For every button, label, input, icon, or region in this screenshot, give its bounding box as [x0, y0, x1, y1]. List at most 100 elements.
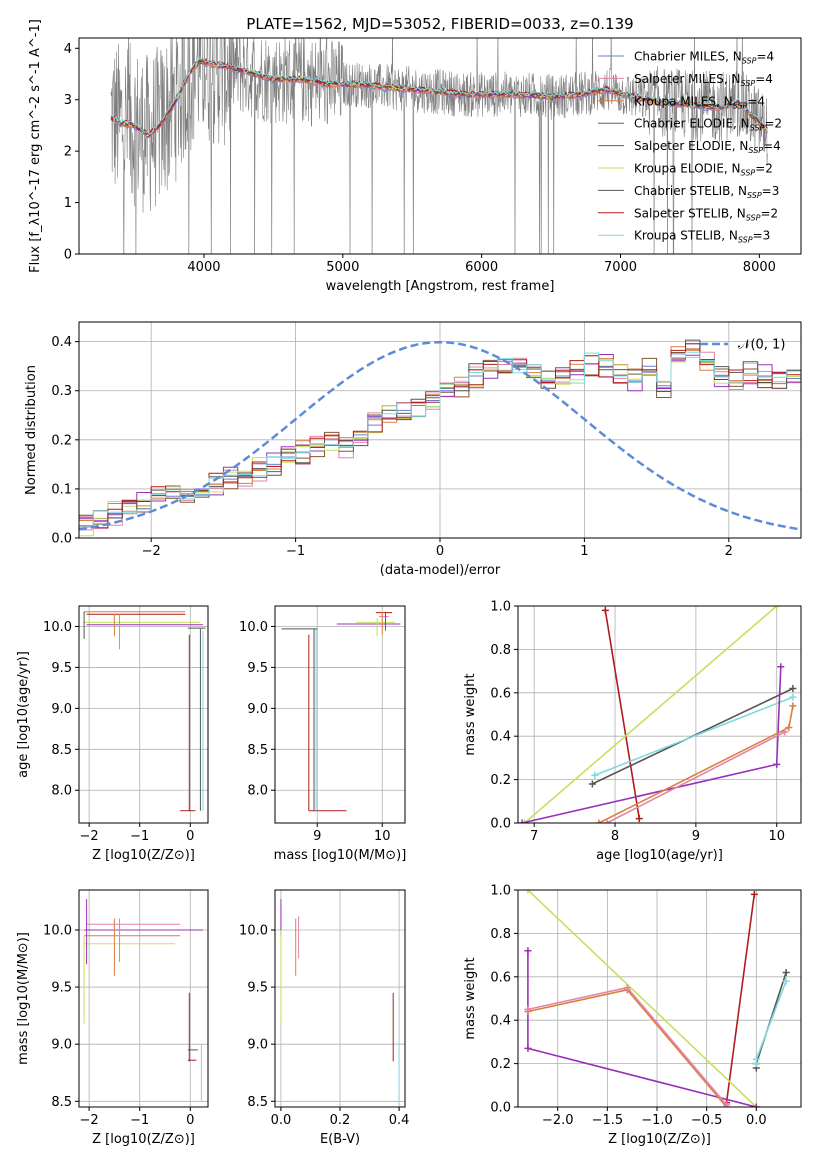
x-tick-label: 5000 — [326, 260, 359, 275]
y-tick-label: 0.6 — [490, 686, 511, 701]
legend-label: 𝒩(0, 1) — [738, 338, 785, 353]
x-tick-label: 0 — [186, 829, 194, 844]
legend: 𝒩(0, 1) — [700, 338, 785, 353]
y-tick-label: 0.2 — [490, 773, 511, 788]
y-tick-label: 9.5 — [51, 981, 72, 996]
y-tick-label: 8.5 — [247, 743, 268, 758]
marker-kroupa-elodie — [520, 819, 528, 823]
marker-salpeter-stelib — [601, 606, 609, 614]
marker-kroupa-stelib — [591, 771, 599, 779]
marker-chabrier-stelib — [782, 968, 790, 976]
x-axis-label: E(B-V) — [320, 1132, 360, 1147]
x-tick-label: 0.0 — [271, 1113, 292, 1128]
x-tick-label: −1.5 — [592, 1113, 624, 1128]
x-tick-label: −2 — [80, 1113, 99, 1128]
axes-frame — [78, 321, 802, 539]
legend-label: Chabrier STELIB, NSSP=3 — [634, 184, 779, 200]
gridlines — [79, 322, 801, 539]
marker-kroupa-stelib — [752, 1055, 760, 1063]
y-tick-label: 0.2 — [490, 1057, 511, 1072]
axes-frame — [517, 889, 802, 1108]
x-tick-label: 1 — [580, 544, 588, 559]
x-axis-label: mass [log10(M/M⊙)] — [274, 848, 407, 863]
marker-salpeter-miles — [781, 728, 789, 736]
data-spectrum-line — [110, 38, 768, 254]
y-tick-label: 0.4 — [490, 1014, 511, 1029]
y-tick-label: 1.0 — [490, 600, 511, 615]
y-tick-label: 9.5 — [247, 981, 268, 996]
x-tick-label: 2 — [725, 544, 733, 559]
legend-label: Kroupa STELIB, NSSP=3 — [634, 229, 770, 245]
y-tick-label: 8.5 — [51, 1095, 72, 1110]
figure-title: PLATE=1562, MJD=53052, FIBERID=0033, z=0… — [246, 15, 633, 33]
y-tick-label: 0.4 — [490, 730, 511, 745]
panel-mass-weight-vs-age: 7 8 9 10 0.0 0.2 0.4 0.6 0.8 1.0 age [log10(age/yr… — [463, 600, 802, 863]
y-tick-label: 9.0 — [51, 702, 72, 717]
y-tick-label: 2 — [64, 145, 72, 160]
histogram-kroupa-stelib — [79, 351, 801, 528]
y-tick-label: 10.0 — [239, 923, 268, 938]
legend-label: Kroupa MILES, NSSP=4 — [634, 94, 765, 110]
axes-frame — [274, 605, 406, 824]
y-axis-label: mass weight — [463, 673, 478, 755]
y-tick-label: 10.0 — [239, 620, 268, 635]
x-axis-label: wavelength [Angstrom, rest frame] — [326, 279, 555, 294]
x-tick-label: 7000 — [604, 260, 637, 275]
gridlines — [79, 890, 208, 1107]
marker-chabrier-stelib — [789, 684, 797, 692]
marker-salpeter-miles — [524, 1005, 532, 1013]
histogram-kroupa-miles — [79, 346, 801, 523]
legend-label: Salpeter STELIB, NSSP=2 — [634, 206, 778, 222]
y-tick-label: 0.4 — [51, 335, 72, 350]
y-axis-label: age [log10(age/yr)] — [16, 651, 31, 778]
y-tick-label: 8.5 — [247, 1095, 268, 1110]
x-tick-label: 7 — [530, 829, 538, 844]
x-tick-label: 0.4 — [389, 1113, 410, 1128]
y-tick-label: 0.6 — [490, 970, 511, 985]
plot-area — [281, 611, 401, 812]
y-tick-label: 9.0 — [51, 1038, 72, 1053]
y-tick-label: 10.0 — [43, 620, 72, 635]
x-tick-label: −2.0 — [542, 1113, 574, 1128]
y-tick-label: 0.0 — [490, 1101, 511, 1116]
x-tick-label: 8 — [611, 829, 619, 844]
y-tick-label: 1.0 — [490, 884, 511, 899]
x-tick-label: 9 — [692, 829, 700, 844]
x-tick-label: 10 — [374, 829, 391, 844]
y-tick-label: 9.0 — [247, 702, 268, 717]
x-tick-label: −2 — [80, 829, 99, 844]
plot-area — [524, 890, 790, 1107]
legend-label: Chabrier ELODIE, NSSP=2 — [634, 117, 782, 133]
marker-salpeter-elodie — [752, 1103, 760, 1107]
x-tick-label: −1 — [130, 1113, 149, 1128]
marker-chabrier-stelib — [588, 780, 596, 788]
y-tick-label: 0.3 — [51, 384, 72, 399]
panel-residual-histogram: −2 −1 0 1 2 0.0 0.1 0.2 0.3 0.4 (data-model)/error… — [24, 321, 802, 578]
legend: Chabrier MILES, NSSP=4 Salpeter MILES, NS… — [598, 50, 782, 245]
gridlines — [79, 606, 208, 823]
y-axis-label: Flux [f_λ10^-17 erg cm^-2 s^-1 A^-1] — [28, 19, 43, 273]
panel-mass-weight-vs-metallicity: −2.0 −1.5 −1.0 −0.5 0.0 0.0 0.2 0.4 0.6 0.8 1.0 Z [… — [463, 884, 802, 1147]
panel-age-vs-metallicity: −2 −1 0 8.0 8.5 9.0 9.5 10.0 Z [log10(Z/Z⊙)] age … — [16, 605, 209, 863]
plot-area — [518, 606, 797, 823]
y-axis-label: Normed distribution — [24, 365, 39, 495]
mark-kroupa-elodie — [523, 606, 778, 823]
gaussian-curve — [79, 340, 801, 531]
y-tick-label: 0.1 — [51, 482, 72, 497]
y-tick-label: 8.5 — [51, 743, 72, 758]
x-axis-label: (data-model)/error — [380, 563, 501, 578]
marker-kroupa-miles — [789, 702, 797, 710]
marker-kroupa-miles — [785, 724, 793, 732]
marker-kroupa-stelib — [789, 693, 797, 701]
gridlines — [275, 890, 405, 1107]
y-tick-label: 4 — [64, 42, 72, 57]
x-tick-label: −1 — [130, 829, 149, 844]
marker-kroupa-miles — [595, 819, 603, 823]
mark-salpeter-stelib — [725, 894, 756, 1103]
mark-salpeter-elodie — [527, 950, 757, 1107]
axes-frame — [274, 889, 406, 1108]
x-tick-label: 6000 — [465, 260, 498, 275]
y-tick-label: 10.0 — [43, 923, 72, 938]
x-tick-label: −1.0 — [641, 1113, 673, 1128]
histogram-chabrier-miles — [79, 348, 801, 527]
